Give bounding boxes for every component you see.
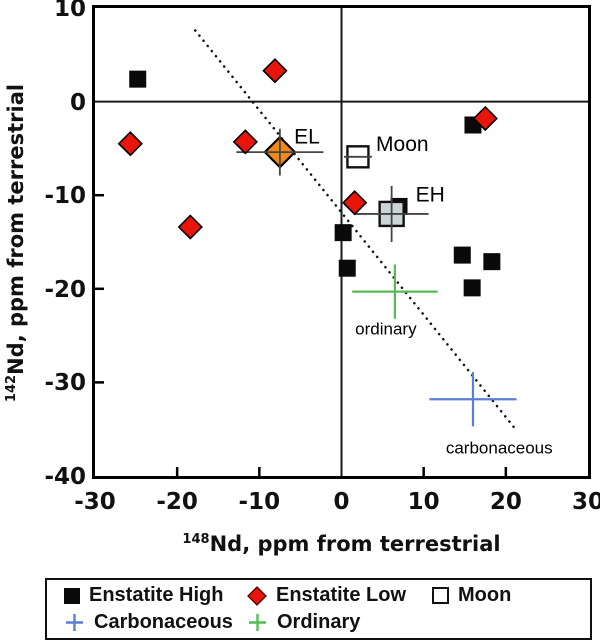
legend-item-enstatite-high: Enstatite High — [64, 584, 247, 608]
legend-item-ordinary: Ordinary — [247, 611, 432, 635]
point-enstatite-high — [463, 279, 481, 297]
x-tick-label: -20 — [156, 489, 198, 515]
y-tick-label: -40 — [44, 464, 86, 490]
x-tick-label: -10 — [238, 489, 281, 515]
y-tick-label: -20 — [44, 276, 86, 303]
x-tick-label: 20 — [489, 489, 522, 515]
legend-item-carbonaceous: Carbonaceous — [64, 611, 247, 635]
y-tick-label: 0 — [69, 89, 86, 116]
x-tick-label: 0 — [333, 489, 350, 515]
x-axis-title-superscript: 148 — [182, 532, 210, 547]
annotation-EL: EL — [294, 126, 320, 149]
plus-icon — [64, 612, 85, 633]
plot-area: EL Moon EH ordinary carbonaceous — [92, 5, 591, 479]
point-enstatite-high — [129, 70, 147, 88]
y-axis-title-text: Nd, ppm from terrestrial — [4, 83, 28, 375]
y-tick-label: -10 — [44, 183, 86, 210]
legend-box: Enstatite High Enstatite Low Moon Carbon… — [45, 578, 592, 640]
annotation-carbonaceous: carbonaceous — [446, 438, 553, 457]
point-enstatite-low — [117, 131, 143, 157]
y-axis-title: 142Nd, ppm from terrestrial — [4, 84, 28, 402]
point-enstatite-low — [232, 129, 258, 155]
open-square-icon — [432, 587, 449, 604]
point-enstatite-low — [342, 190, 368, 216]
point-enstatite-high — [453, 246, 471, 264]
legend-item-enstatite-low: Enstatite Low — [247, 584, 432, 608]
legend-label: Enstatite High — [89, 584, 224, 606]
filled-square-icon — [64, 587, 80, 604]
annotation-EH: EH — [416, 184, 445, 207]
trend-line — [193, 29, 516, 429]
annotation-ordinary: ordinary — [355, 320, 417, 339]
annotation-Moon: Moon — [376, 133, 429, 156]
y-tick-label: -30 — [44, 370, 86, 397]
x-tick-label: 10 — [407, 489, 440, 515]
x-axis-title: 148Nd, ppm from terrestrial — [95, 532, 588, 556]
legend-label: Carbonaceous — [94, 611, 233, 633]
x-axis-title-text: Nd, ppm from terrestrial — [209, 532, 501, 556]
x-tick-label: 30 — [571, 489, 600, 515]
diamond-icon — [247, 585, 267, 606]
point-enstatite-low — [262, 58, 288, 84]
plot-canvas: EL Moon EH ordinary carbonaceous — [95, 8, 588, 476]
y-tick-label: 10 — [53, 0, 86, 22]
point-enstatite-low — [177, 214, 203, 240]
x-tick-label: -30 — [74, 489, 116, 515]
legend-label: Enstatite Low — [276, 584, 407, 606]
point-enstatite-high — [483, 253, 501, 271]
legend-item-moon: Moon — [432, 584, 590, 608]
legend-label: Moon — [458, 584, 512, 606]
point-enstatite-high — [338, 259, 356, 277]
legend-label: Ordinary — [277, 611, 361, 633]
plus-icon — [247, 612, 268, 633]
point-enstatite-high — [334, 224, 352, 242]
point-enstatite-low — [472, 105, 498, 132]
